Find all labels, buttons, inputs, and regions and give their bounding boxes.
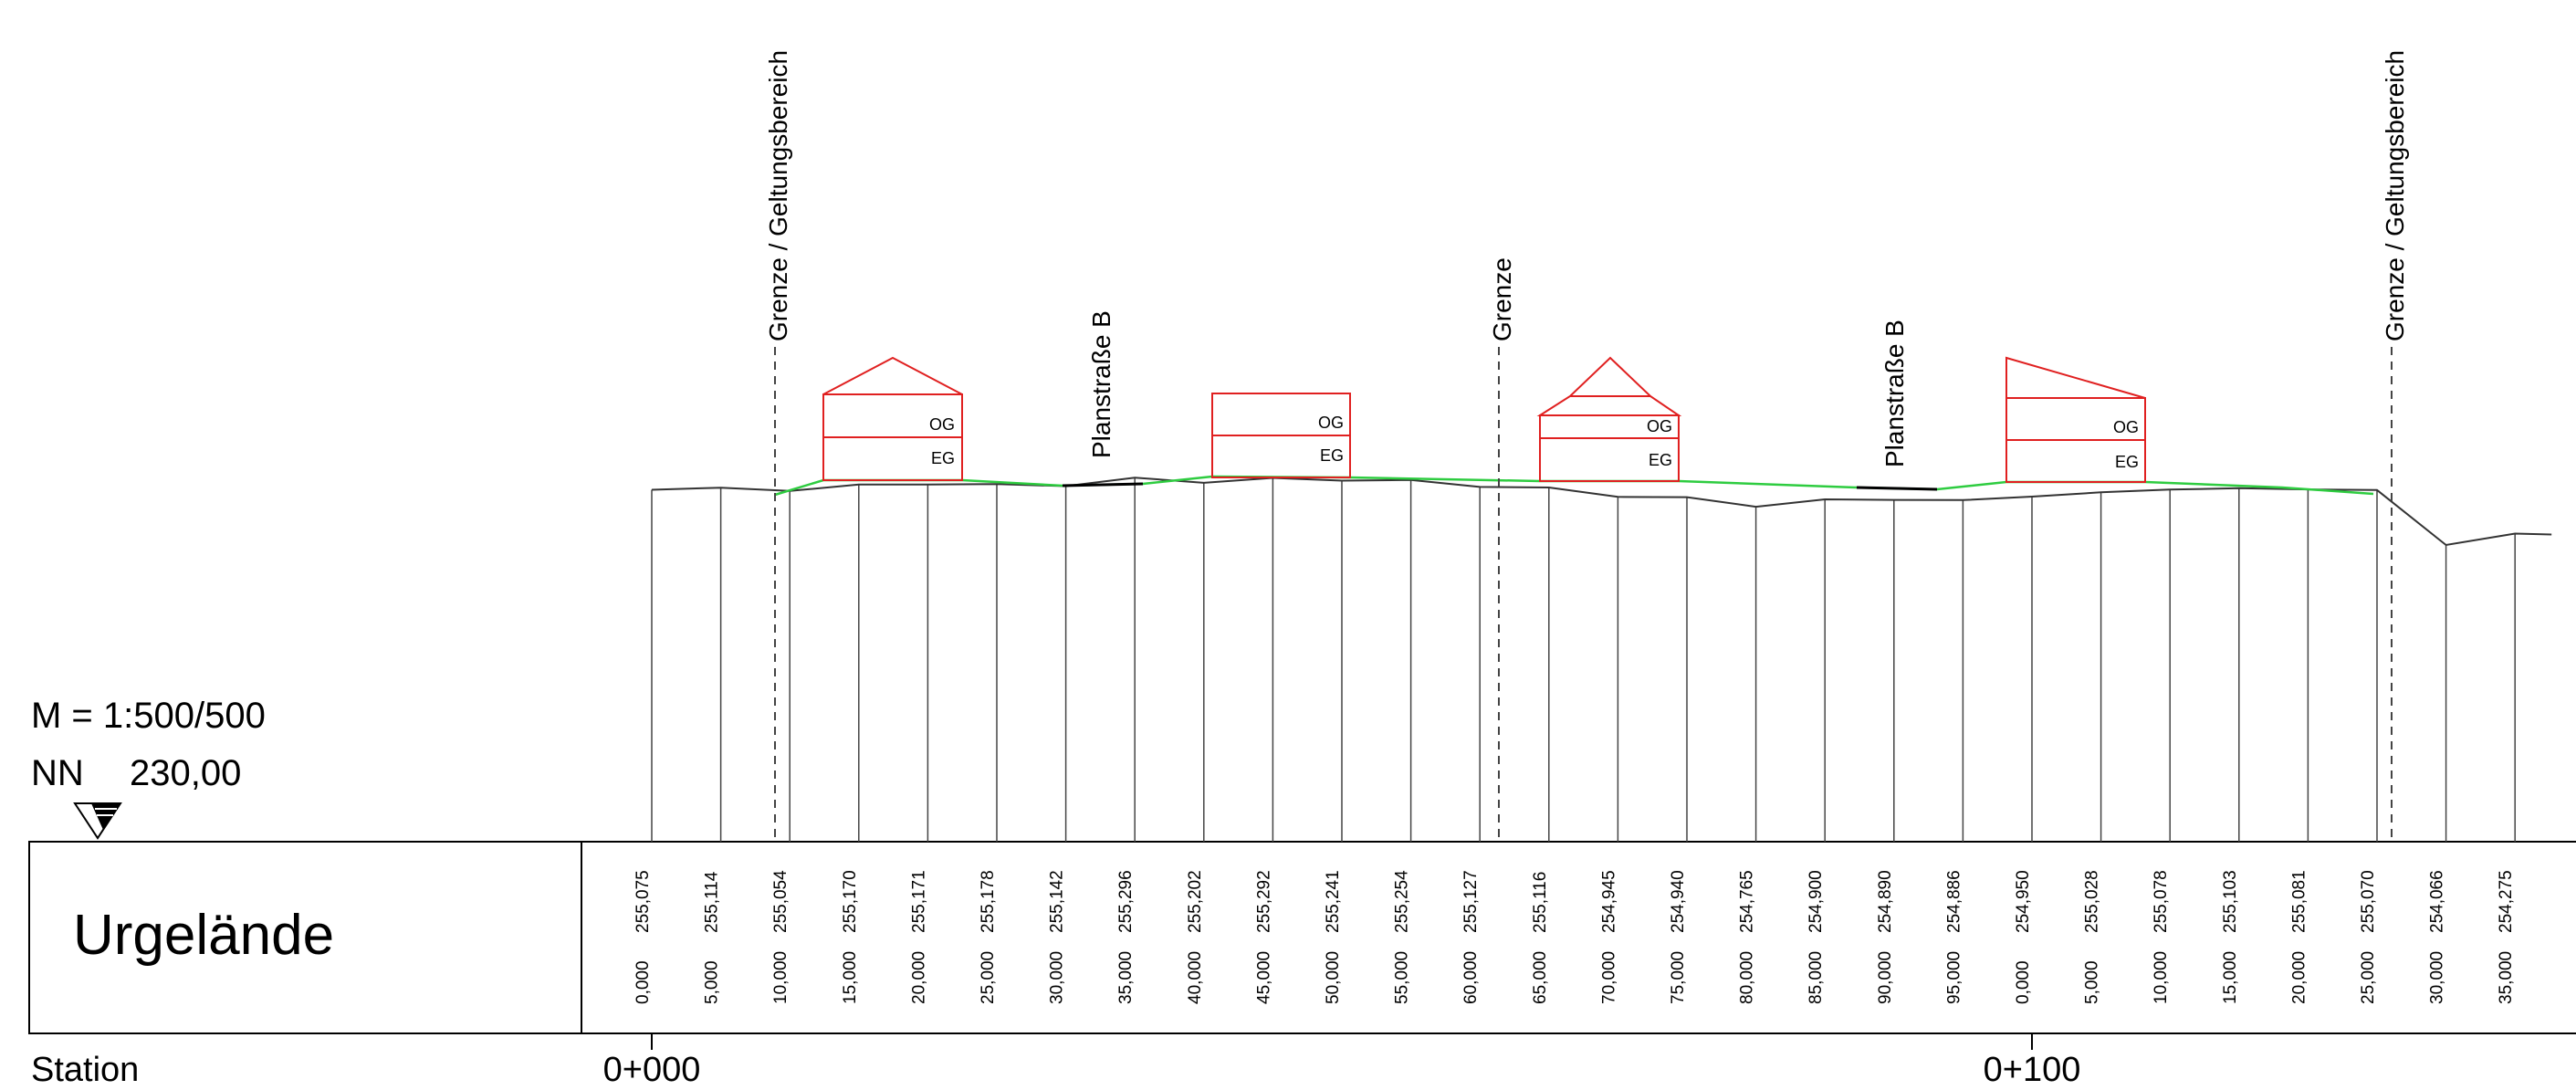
building-4-upper-floor: OG [2113, 418, 2139, 436]
boundary-label-2: Grenze [1488, 257, 1516, 341]
station-mark-2: 0+100 [1984, 1051, 2081, 1089]
station-value: 30,000 [2428, 951, 2447, 1004]
station-value: 95,000 [1944, 951, 1963, 1004]
station-grid [651, 477, 2516, 842]
station-value: 0,000 [2014, 960, 2033, 1004]
station-value: 15,000 [2221, 951, 2240, 1004]
elevation-value: 254,275 [2497, 870, 2516, 933]
data-band-frame [28, 841, 2576, 1034]
station-value: 15,000 [841, 951, 860, 1004]
datum-symbol-icon [73, 802, 122, 840]
elevation-value: 255,178 [979, 870, 998, 933]
station-value: 85,000 [1806, 951, 1826, 1004]
station-value: 25,000 [2359, 951, 2378, 1004]
station-value: 0,000 [634, 960, 653, 1004]
station-value: 45,000 [1254, 951, 1273, 1004]
station-value: 35,000 [1116, 951, 1136, 1004]
elevation-value: 254,940 [1669, 870, 1688, 933]
elevation-value: 255,081 [2289, 870, 2309, 933]
building-2-upper-floor: OG [1318, 414, 1344, 432]
elevation-value: 254,886 [1944, 870, 1963, 933]
street-segment-2: Planstraße B [1856, 320, 1938, 491]
station-value: 5,000 [703, 960, 722, 1004]
building-1-gable-roof: OG EG [822, 356, 963, 481]
building-4-ground-floor: EG [2115, 453, 2139, 471]
data-band: Urgelände [28, 841, 2576, 1034]
row-label: Urgelände [73, 904, 334, 967]
station-value: 5,000 [2083, 960, 2102, 1004]
building-2-ground-floor: EG [1320, 446, 1344, 465]
street-label-2: Planstraße B [1880, 320, 1909, 467]
elevation-value: 255,171 [909, 870, 928, 933]
boundary-label-3: Grenze / Geltungsbereich [2381, 50, 2409, 341]
station-value: 75,000 [1669, 951, 1688, 1004]
station-value: 40,000 [1186, 951, 1205, 1004]
elevation-value: 254,066 [2428, 870, 2447, 933]
station-value: 35,000 [2497, 951, 2516, 1004]
boundary-label-1: Grenze / Geltungsbereich [764, 50, 792, 341]
elevation-value: 255,127 [1461, 870, 1481, 933]
elevation-value: 255,241 [1324, 870, 1343, 933]
station-mark-1: 0+000 [603, 1051, 701, 1089]
building-3-upper-floor: OG [1647, 417, 1672, 435]
building-1-ground-floor: EG [931, 449, 955, 467]
station-value: 20,000 [2289, 951, 2309, 1004]
building-3-ground-floor: EG [1649, 451, 1672, 469]
planned-terrain-line [774, 475, 2374, 497]
datum-value: 230,00 [130, 753, 241, 793]
elevation-value: 254,765 [1738, 870, 1757, 933]
boundary-marker-2: Grenze [1488, 257, 1516, 842]
station-label: Station [31, 1051, 139, 1089]
elevation-value: 255,202 [1186, 870, 1205, 933]
building-3-hip-roof: OG EG [1536, 356, 1682, 482]
street-label-1: Planstraße B [1087, 310, 1115, 458]
elevation-value: 255,028 [2083, 870, 2102, 933]
elevation-value: 254,900 [1806, 870, 1826, 933]
building-1-upper-floor: OG [929, 415, 955, 434]
station-value: 20,000 [909, 951, 928, 1004]
elevation-value: 255,054 [771, 870, 791, 933]
elevation-value: 255,296 [1116, 870, 1136, 933]
elevation-value: 255,170 [841, 870, 860, 933]
station-value: 25,000 [979, 951, 998, 1004]
elevation-value: 255,075 [634, 870, 653, 933]
station-values: 0,000 5,000 10,000 15,000 20,000 25,000 30,000… [634, 951, 2516, 1004]
station-value: 10,000 [771, 951, 791, 1004]
building-2-flat-roof: OG EG [1211, 393, 1351, 478]
elevation-value: 255,254 [1393, 870, 1412, 933]
station-value: 80,000 [1738, 951, 1757, 1004]
station-value: 30,000 [1048, 951, 1067, 1004]
station-value: 55,000 [1393, 951, 1412, 1004]
elevation-value: 254,950 [2014, 870, 2033, 933]
station-value: 90,000 [1876, 951, 1895, 1004]
elevation-value: 254,890 [1876, 870, 1895, 933]
station-marks: 0+000 0+100 [603, 1033, 2081, 1089]
elevation-value: 255,114 [703, 871, 722, 933]
street-segment-1: Planstraße B [1062, 310, 1144, 487]
elevation-value: 255,292 [1254, 870, 1273, 933]
elevation-value: 254,945 [1599, 870, 1618, 933]
boundary-marker-3: Grenze / Geltungsbereich [2381, 50, 2409, 842]
elevation-value: 255,116 [1531, 872, 1550, 933]
building-4-shed-roof: OG EG [2005, 356, 2146, 483]
station-value: 10,000 [2152, 951, 2171, 1004]
elevation-value: 255,142 [1048, 870, 1067, 933]
station-value: 60,000 [1461, 951, 1481, 1004]
elevation-value: 255,078 [2152, 870, 2171, 933]
station-value: 70,000 [1599, 951, 1618, 1004]
elevation-value: 255,070 [2359, 870, 2378, 933]
scale-label: M = 1:500/500 [31, 696, 266, 736]
boundary-marker-1: Grenze / Geltungsbereich [764, 50, 792, 842]
station-value: 65,000 [1531, 951, 1550, 1004]
station-value: 50,000 [1324, 951, 1343, 1004]
existing-terrain-line [651, 477, 2552, 547]
datum-prefix: NN [31, 753, 84, 793]
elevation-values: 255,075 255,114 255,054 255,170 255,171 255,1… [634, 870, 2516, 933]
elevation-value: 255,103 [2221, 870, 2240, 933]
